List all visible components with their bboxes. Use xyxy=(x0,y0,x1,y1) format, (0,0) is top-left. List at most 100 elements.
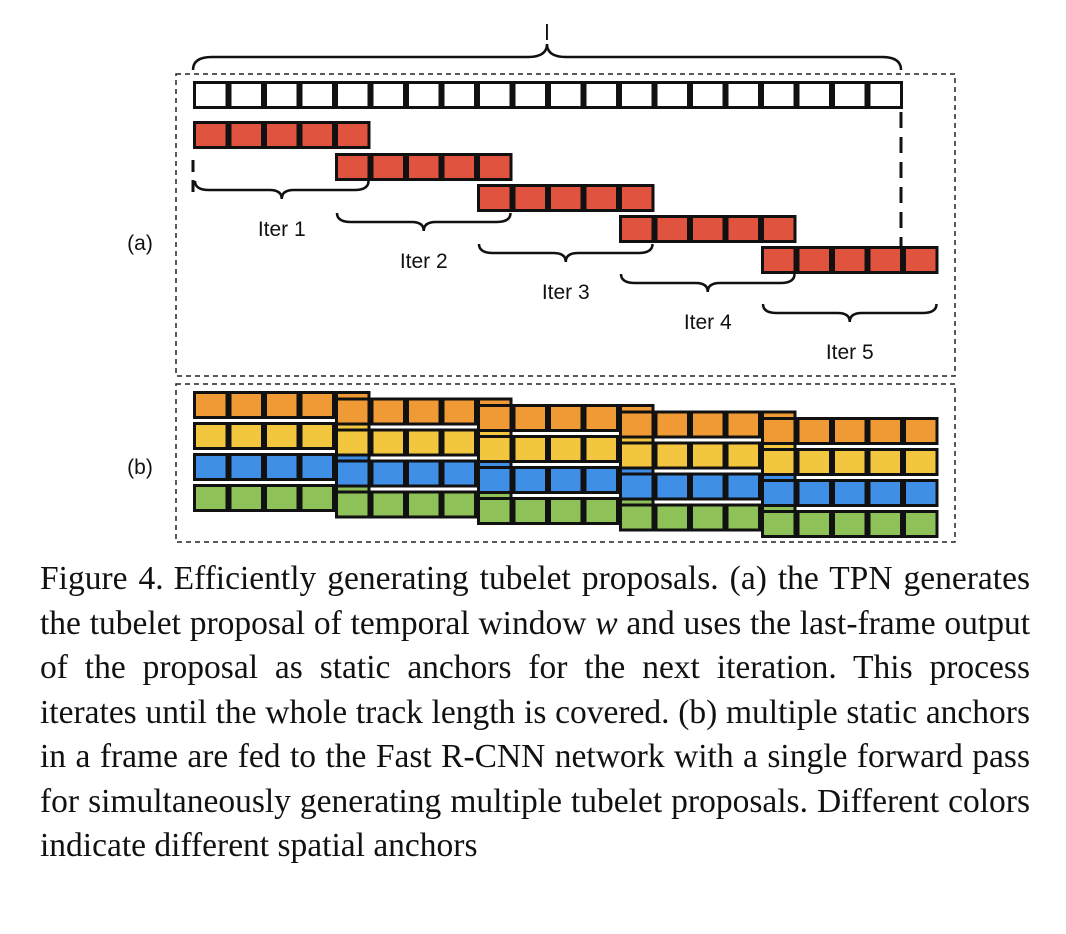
track-frame-strip-cell xyxy=(231,84,261,106)
anchor-band-green-2-cell xyxy=(338,493,368,516)
anchor-band-green-2-cell xyxy=(373,493,403,516)
track-frame-strip-cell xyxy=(409,84,439,106)
track-frame-strip-cell xyxy=(622,84,652,106)
track-frame-strip-cell xyxy=(551,84,581,106)
track-length-brace xyxy=(191,43,903,71)
track-length-label: l xyxy=(545,20,550,45)
anchor-band-orange-5-cell xyxy=(799,420,829,442)
track-frame-strip-cell xyxy=(728,84,758,106)
panel-a-label: (a) xyxy=(127,232,153,255)
anchor-band-green-5-cell xyxy=(799,513,829,535)
track-frame-strip-cell xyxy=(515,84,545,106)
iteration-brace-5 xyxy=(761,303,938,323)
iteration-window-4-cell xyxy=(764,218,794,240)
anchor-band-orange-3-cell xyxy=(551,407,581,429)
iteration-brace-3 xyxy=(477,243,654,263)
anchor-band-yellow-5-cell xyxy=(764,451,794,473)
anchor-band-green-5-cell xyxy=(870,513,900,535)
panel-b-label: (b) xyxy=(127,456,153,479)
anchor-band-blue-5-cell xyxy=(799,482,829,504)
anchor-band-orange-5-cell xyxy=(764,420,794,442)
track-frame-strip-cell xyxy=(480,84,510,106)
caption-text-1: Efficiently generating tubelet proposals… xyxy=(40,560,1031,642)
iteration-window-4-cell xyxy=(728,218,758,240)
iteration-window-3-cell xyxy=(480,187,510,209)
anchor-band-yellow-2-cell xyxy=(373,431,403,454)
iteration-window-2 xyxy=(335,153,513,181)
iteration-window-2-cell xyxy=(338,156,368,178)
iteration-window-1-cell xyxy=(338,124,368,146)
anchor-band-green-5-cell xyxy=(764,513,794,535)
anchor-band-blue-4-cell xyxy=(728,475,758,498)
caption-variable: w xyxy=(595,604,618,642)
anchor-band-blue-3-cell xyxy=(515,469,545,491)
anchor-band-yellow-5-cell xyxy=(870,451,900,473)
iteration-window-3-cell xyxy=(622,187,652,209)
iteration-braces: Iter 1 Iter 2 Iter 3 Iter 4 Iter 5 xyxy=(193,180,938,364)
iteration-label-2: Iter 2 xyxy=(400,250,448,273)
caption-number: Figure 4. xyxy=(40,560,164,597)
anchor-band-yellow-2-cell xyxy=(444,431,474,454)
iteration-window-2-cell xyxy=(409,156,439,178)
anchor-band-green-2-cell xyxy=(409,493,439,516)
anchor-band-green-1-cell xyxy=(231,487,261,509)
anchor-band-yellow-4-cell xyxy=(622,444,652,467)
anchor-band-blue-1-cell xyxy=(302,456,332,478)
iteration-window-4-cell xyxy=(622,218,652,240)
anchor-band-orange-5-cell xyxy=(870,420,900,442)
anchor-band-orange-4-cell xyxy=(728,413,758,436)
anchor-band-yellow-3-cell xyxy=(480,438,510,460)
anchor-band-yellow-1-cell xyxy=(231,425,261,447)
anchor-band-blue-4 xyxy=(619,472,797,501)
anchor-band-orange-2-cell xyxy=(409,400,439,423)
anchor-band-yellow-5-cell xyxy=(906,451,936,473)
anchor-band-blue-5-cell xyxy=(870,482,900,504)
anchor-band-orange-4-cell xyxy=(693,413,723,436)
anchor-band-blue-1-cell xyxy=(231,456,261,478)
iteration-label-3: Iter 3 xyxy=(542,281,590,304)
anchor-band-orange-5-cell xyxy=(835,420,865,442)
iteration-window-3-cell xyxy=(586,187,616,209)
anchor-band-yellow-2-cell xyxy=(338,431,368,454)
anchor-band-orange-3-cell xyxy=(515,407,545,429)
anchor-band-yellow-2-cell xyxy=(409,431,439,454)
anchor-band-green-5-cell xyxy=(835,513,865,535)
anchor-band-orange-2-cell xyxy=(444,400,474,423)
iteration-window-1-cell xyxy=(302,124,332,146)
iteration-window-2-cell xyxy=(480,156,510,178)
anchor-band-blue-5-cell xyxy=(835,482,865,504)
iteration-window-1-cell xyxy=(267,124,297,146)
anchor-band-yellow-3 xyxy=(477,435,655,463)
iteration-label-4: Iter 4 xyxy=(684,311,732,334)
iteration-window-1-cell xyxy=(196,124,226,146)
iteration-windows xyxy=(193,121,939,274)
anchor-band-orange-5 xyxy=(761,417,939,445)
track-frame-strip-cell xyxy=(693,84,723,106)
iteration-window-2-cell xyxy=(373,156,403,178)
anchor-band-blue-4-cell xyxy=(622,475,652,498)
iteration-window-5-cell xyxy=(906,249,936,271)
anchor-band-orange-3-cell xyxy=(480,407,510,429)
iteration-window-5-cell xyxy=(799,249,829,271)
track-frame-strip xyxy=(193,81,903,109)
anchor-band-blue-2-cell xyxy=(409,462,439,485)
iteration-window-4-cell xyxy=(657,218,687,240)
iteration-label-5: Iter 5 xyxy=(826,341,874,364)
anchor-band-green-1-cell xyxy=(267,487,297,509)
anchor-band-blue-2-cell xyxy=(338,462,368,485)
iteration-window-2-cell xyxy=(444,156,474,178)
anchor-band-orange-2-cell xyxy=(373,400,403,423)
anchor-band-yellow-3-cell xyxy=(515,438,545,460)
track-frame-strip-cell xyxy=(799,84,829,106)
anchor-band-blue-2-cell xyxy=(444,462,474,485)
anchor-band-blue-3-cell xyxy=(586,469,616,491)
anchor-band-green-3-cell xyxy=(551,500,581,522)
track-frames xyxy=(193,81,903,109)
anchor-band-green-4-cell xyxy=(728,506,758,529)
anchor-band-green-1-cell xyxy=(302,487,332,509)
anchor-band-green-3-cell xyxy=(586,500,616,522)
anchor-band-orange-1-cell xyxy=(267,394,297,416)
anchor-band-orange-1-cell xyxy=(196,394,226,416)
iteration-window-3-cell xyxy=(515,187,545,209)
iteration-window-3 xyxy=(477,184,655,212)
